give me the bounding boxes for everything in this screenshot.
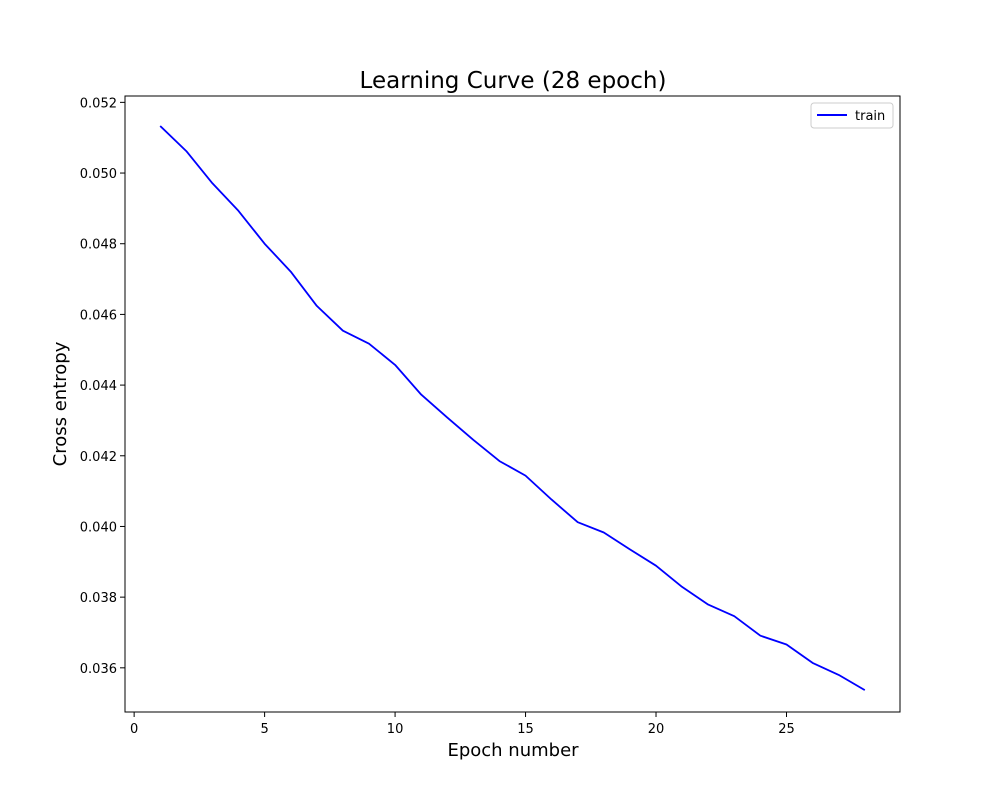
y-tick-label: 0.046 bbox=[80, 308, 117, 323]
y-tick-label: 0.036 bbox=[80, 662, 117, 677]
y-tick-label: 0.050 bbox=[80, 167, 117, 182]
y-tick-label: 0.042 bbox=[80, 450, 117, 465]
chart-title: Learning Curve (28 epoch) bbox=[360, 68, 667, 94]
y-axis-title: Cross entropy bbox=[50, 341, 71, 466]
y-tick-label: 0.044 bbox=[80, 379, 117, 394]
x-tick-label: 0 bbox=[130, 722, 138, 737]
legend-label-train: train bbox=[855, 109, 885, 124]
y-tick-label: 0.038 bbox=[80, 591, 117, 606]
x-tick-label: 20 bbox=[648, 722, 665, 737]
x-tick-label: 5 bbox=[260, 722, 268, 737]
y-tick-label: 0.052 bbox=[80, 96, 117, 111]
plot-area bbox=[159, 125, 866, 691]
y-tick-label: 0.048 bbox=[80, 238, 117, 253]
y-axis: 0.036 0.038 0.040 0.042 0.044 0.046 0.048 0.050… bbox=[80, 96, 125, 677]
y-tick-label: 0.040 bbox=[80, 520, 117, 535]
plot-frame bbox=[124, 95, 901, 713]
legend: train bbox=[810, 102, 894, 129]
x-tick-label: 25 bbox=[778, 722, 795, 737]
x-axis-title: Epoch number bbox=[447, 740, 579, 761]
x-tick-label: 10 bbox=[387, 722, 404, 737]
series-line-train bbox=[159, 125, 866, 691]
x-axis: 0 5 10 15 20 25 bbox=[130, 712, 795, 737]
legend-box bbox=[810, 102, 894, 129]
x-tick-label: 15 bbox=[517, 722, 534, 737]
